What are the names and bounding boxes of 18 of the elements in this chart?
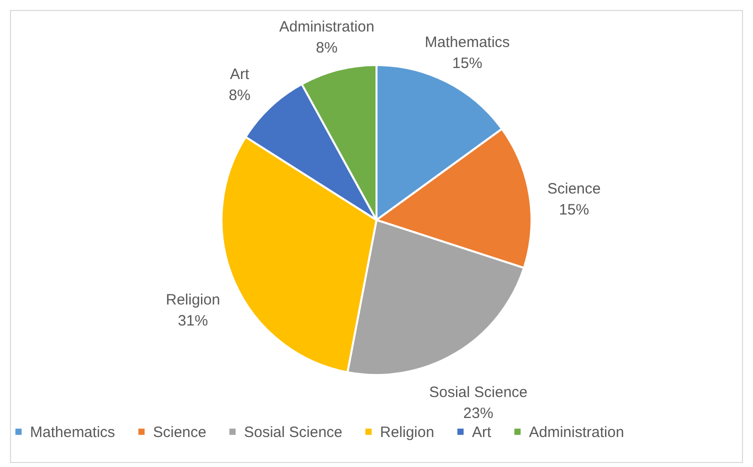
legend-label: Science: [153, 424, 206, 441]
slice-label: Mathematics: [424, 34, 510, 51]
data-label: 8%: [316, 39, 338, 56]
data-label: 8%: [228, 87, 250, 104]
legend-label: Mathematics: [30, 424, 116, 441]
slice-label: Administration: [279, 18, 374, 36]
slice-label: Sosial Science: [429, 384, 528, 402]
slice-label: Art: [230, 66, 250, 84]
legend-label: Art: [472, 424, 492, 441]
slice-label: Science: [547, 180, 601, 198]
legend-label: Sosial Science: [244, 424, 342, 441]
data-label: 15%: [559, 202, 590, 219]
data-label: 15%: [452, 54, 482, 72]
legend-label: Administration: [529, 424, 624, 441]
slice-label: Religion: [166, 291, 220, 308]
data-label: 31%: [178, 312, 208, 330]
data-label: 23%: [463, 405, 494, 422]
legend-label: Religion: [380, 424, 434, 441]
